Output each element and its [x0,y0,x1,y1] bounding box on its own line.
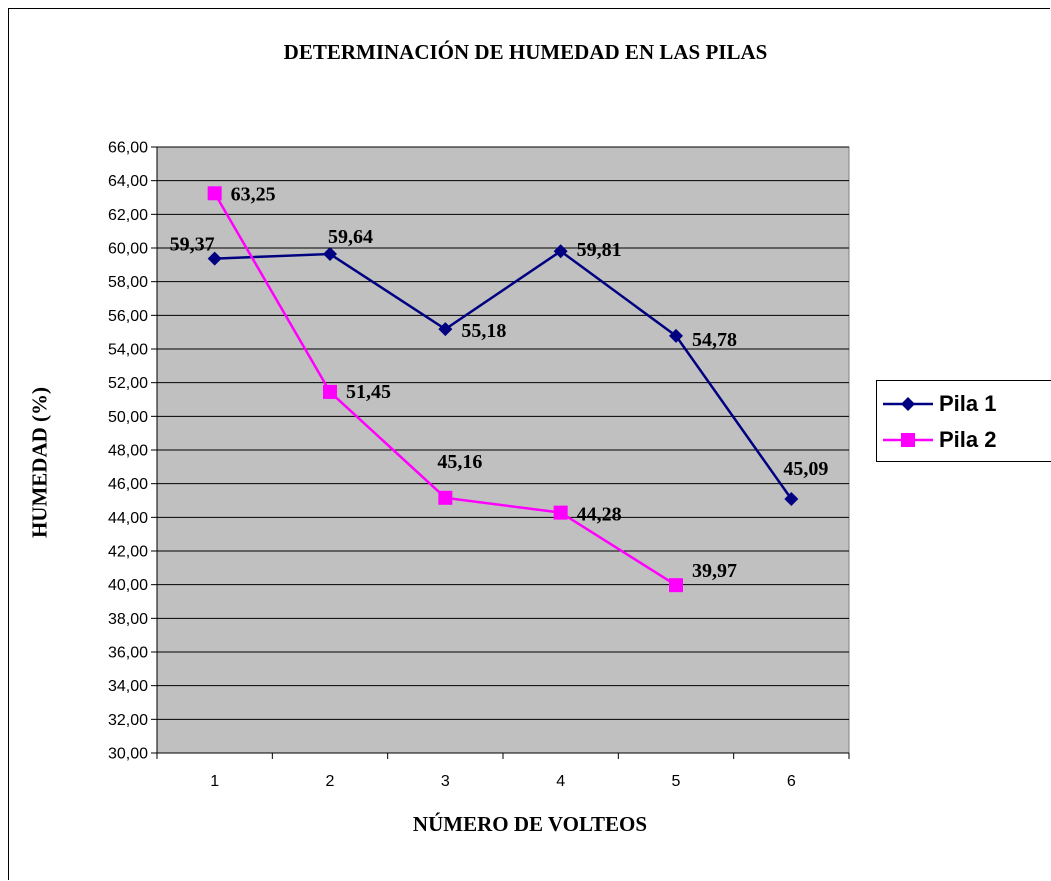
data-label-pila-2: 44,28 [577,504,622,526]
y-tick-label: 32,00 [108,712,148,729]
legend-swatch-pila-1 [883,397,933,411]
y-tick-label: 46,00 [108,476,148,493]
y-tick-label: 62,00 [108,207,148,224]
y-tick-label: 38,00 [108,611,148,628]
data-label-pila-1: 55,18 [461,320,506,342]
data-point-pila-1 [207,251,222,266]
legend-label-pila-1: Pila 1 [939,391,997,416]
y-tick-label: 64,00 [108,173,148,190]
x-tick-label: 3 [441,773,450,790]
data-label-pila-2: 51,45 [346,381,391,403]
y-tick-label: 58,00 [108,274,148,291]
y-tick-label: 42,00 [108,544,148,561]
x-axis-title: NÚMERO DE VOLTEOS [412,812,648,836]
data-point-pila-1 [438,322,453,337]
data-label-pila-1: 54,78 [692,329,737,351]
data-label-pila-1: 59,37 [170,234,215,256]
y-tick-label: 44,00 [108,510,148,527]
x-tick-label: 1 [210,773,219,790]
data-label-pila-1: 45,09 [783,458,828,480]
y-tick-label: 34,00 [108,678,148,695]
data-point-pila-1 [323,247,337,262]
chart-title: DETERMINACIÓN DE HUMEDAD EN LAS PILAS [283,40,768,64]
data-point-pila-1 [669,328,683,343]
x-tick-label: 5 [672,773,681,790]
data-label-pila-2: 45,16 [437,451,482,473]
data-point-pila-2 [438,490,453,505]
y-tick-label: 60,00 [108,241,148,258]
y-tick-label: 30,00 [108,746,148,763]
legend-label-pila-2: Pila 2 [939,427,997,452]
y-tick-label: 50,00 [108,409,148,426]
legend-item-pila-1: Pila 1 [883,389,996,419]
data-label-pila-1: 59,64 [328,226,373,248]
data-label-pila-2: 39,97 [692,560,737,582]
x-tick-label: 6 [787,773,796,790]
data-point-pila-2 [207,186,222,201]
y-tick-label: 36,00 [108,645,148,662]
x-tick-label: 4 [556,773,565,790]
y-tick-label: 52,00 [108,375,148,392]
y-tick-label: 54,00 [108,342,148,359]
series-line-pila-1 [214,249,793,500]
data-point-pila-2 [669,578,683,593]
data-label-pila-2: 63,25 [231,183,276,205]
data-label-pila-1: 59,81 [577,239,622,261]
legend-swatch-pila-2 [883,433,933,447]
y-tick-label: 66,00 [108,140,148,157]
data-point-pila-2 [553,505,568,520]
data-point-pila-1 [784,491,799,506]
legend-item-pila-2: Pila 2 [883,425,996,455]
x-tick-label: 2 [326,773,335,790]
legend: Pila 1 Pila 2 [876,380,1051,462]
data-point-pila-2 [323,384,337,399]
data-point-pila-1 [553,244,568,259]
y-tick-label: 48,00 [108,443,148,460]
y-tick-label: 56,00 [108,308,148,325]
y-axis-title: HUMEDAD (%) [27,386,52,539]
y-tick-label: 40,00 [108,577,148,594]
